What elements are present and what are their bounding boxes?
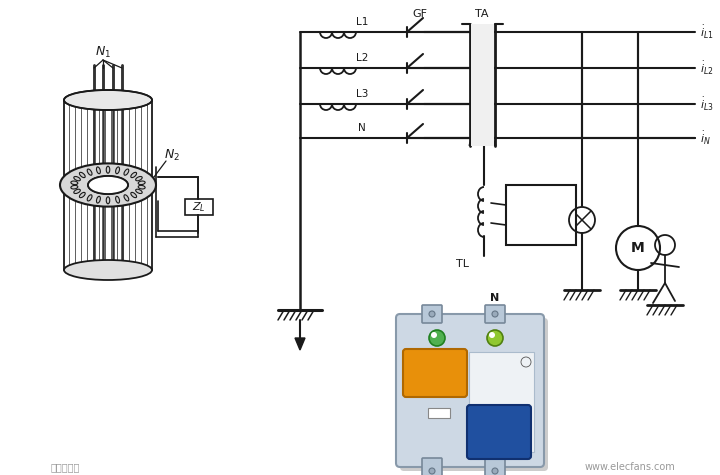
Ellipse shape (65, 91, 151, 109)
Text: GF: GF (413, 9, 428, 19)
Ellipse shape (124, 169, 129, 175)
Ellipse shape (74, 177, 81, 181)
FancyBboxPatch shape (396, 314, 544, 467)
Ellipse shape (87, 169, 92, 175)
Text: N: N (358, 123, 366, 133)
Ellipse shape (138, 185, 145, 189)
Bar (471, 24, 494, 146)
Ellipse shape (96, 196, 100, 203)
Text: C32: C32 (487, 378, 505, 387)
Ellipse shape (74, 189, 81, 193)
Ellipse shape (64, 90, 152, 110)
FancyBboxPatch shape (485, 458, 505, 475)
Text: $\dot{i}_{N}$: $\dot{i}_{N}$ (700, 130, 711, 147)
Text: L1: L1 (356, 17, 368, 27)
Ellipse shape (88, 176, 128, 194)
Text: L3: L3 (356, 89, 368, 99)
Text: L2: L2 (356, 53, 368, 63)
Ellipse shape (87, 195, 92, 201)
Text: 中间: 中间 (533, 200, 549, 213)
Circle shape (431, 332, 437, 338)
Text: 40 100-1: 40 100-1 (484, 397, 508, 401)
Ellipse shape (116, 196, 120, 203)
Text: $Z_L$: $Z_L$ (192, 200, 206, 214)
Text: 0010771  250: 0010771 250 (477, 405, 515, 409)
Text: 1 ON: 1 ON (485, 433, 499, 437)
Bar (469, 352, 534, 452)
Text: TA: TA (475, 9, 489, 19)
Ellipse shape (71, 181, 78, 185)
Text: TL: TL (456, 259, 469, 269)
Text: DZ267L-32: DZ267L-32 (475, 369, 517, 378)
Ellipse shape (107, 166, 109, 173)
Ellipse shape (138, 181, 145, 185)
Text: $\dot{i}_{L1}$: $\dot{i}_{L1}$ (700, 23, 714, 40)
Ellipse shape (79, 172, 85, 178)
Text: 4500A: 4500A (487, 412, 505, 418)
Ellipse shape (64, 260, 152, 280)
Text: www.elecfans.com: www.elecfans.com (585, 462, 675, 472)
Text: 230V: 230V (489, 389, 503, 393)
FancyBboxPatch shape (400, 318, 548, 471)
Ellipse shape (116, 167, 120, 174)
Bar (185, 199, 213, 215)
Ellipse shape (96, 167, 100, 174)
Text: M: M (631, 241, 645, 255)
Ellipse shape (88, 176, 128, 194)
Circle shape (429, 330, 445, 346)
Ellipse shape (135, 177, 142, 181)
Text: $N_2$: $N_2$ (164, 147, 180, 162)
FancyBboxPatch shape (485, 305, 505, 323)
Bar (506, 185, 576, 245)
Circle shape (492, 468, 498, 474)
Bar (428, 408, 450, 418)
Polygon shape (295, 338, 305, 350)
Ellipse shape (71, 185, 78, 189)
Circle shape (429, 311, 435, 317)
Circle shape (429, 468, 435, 474)
Text: $N_1$: $N_1$ (95, 45, 111, 59)
FancyBboxPatch shape (467, 405, 531, 459)
Circle shape (492, 311, 498, 317)
Ellipse shape (60, 163, 156, 207)
Ellipse shape (107, 197, 109, 204)
Bar (472, 424, 512, 446)
Text: $\dot{i}_{L3}$: $\dot{i}_{L3}$ (700, 95, 714, 113)
Ellipse shape (131, 172, 137, 178)
Ellipse shape (124, 195, 129, 201)
FancyBboxPatch shape (422, 458, 442, 475)
FancyBboxPatch shape (403, 349, 467, 397)
Text: 环节: 环节 (533, 218, 549, 231)
Ellipse shape (131, 192, 137, 198)
Text: $\dot{i}_{L2}$: $\dot{i}_{L2}$ (700, 59, 714, 76)
Circle shape (489, 332, 495, 338)
FancyBboxPatch shape (422, 305, 442, 323)
Text: 电子发烧友: 电子发烧友 (50, 462, 80, 472)
Text: N: N (490, 293, 500, 303)
Circle shape (487, 330, 503, 346)
Text: CHNT: CHNT (481, 357, 511, 367)
Text: CE: CE (523, 360, 529, 364)
Text: OFF: OFF (450, 447, 464, 456)
Ellipse shape (135, 189, 142, 193)
Ellipse shape (79, 192, 85, 198)
